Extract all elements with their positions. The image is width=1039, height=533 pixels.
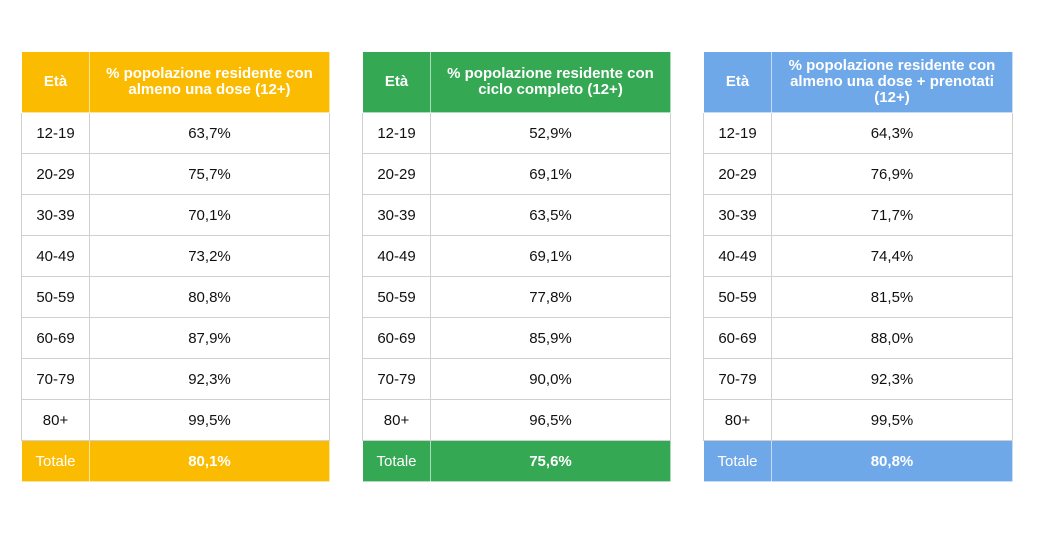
cell-age: 80+ [21, 399, 90, 441]
cell-value: 80,8% [89, 276, 330, 318]
cell-age: 30-39 [21, 194, 90, 236]
cell-age: 80+ [703, 399, 772, 441]
table-row: 30-39 71,7% [703, 194, 1013, 236]
cell-value: 90,0% [430, 358, 671, 400]
cell-value: 88,0% [771, 317, 1013, 359]
cell-age: 40-49 [362, 235, 431, 277]
table-total-row: Totale 75,6% [362, 440, 671, 482]
cell-age: 70-79 [362, 358, 431, 400]
cell-value: 76,9% [771, 153, 1013, 195]
total-label: Totale [21, 440, 90, 482]
total-value: 75,6% [430, 440, 671, 482]
cell-age: 30-39 [703, 194, 772, 236]
cell-age: 12-19 [703, 112, 772, 154]
table-row: 20-29 76,9% [703, 153, 1013, 195]
cell-age: 20-29 [362, 153, 431, 195]
table-row: 20-29 75,7% [21, 153, 330, 195]
cell-value: 64,3% [771, 112, 1013, 154]
cell-age: 60-69 [703, 317, 772, 359]
table-complete-cycle: Età % popolazione residente con ciclo co… [362, 51, 671, 482]
table-first-dose-plus-booked: Età % popolazione residente con almeno u… [703, 51, 1013, 482]
table-row: 50-59 80,8% [21, 276, 330, 318]
cell-age: 30-39 [362, 194, 431, 236]
cell-age: 40-49 [703, 235, 772, 277]
table-row: 40-49 73,2% [21, 235, 330, 277]
cell-age: 20-29 [703, 153, 772, 195]
cell-value: 63,7% [89, 112, 330, 154]
header-age: Età [362, 51, 431, 113]
cell-age: 50-59 [362, 276, 431, 318]
total-label: Totale [703, 440, 772, 482]
cell-value: 69,1% [430, 153, 671, 195]
cell-value: 99,5% [89, 399, 330, 441]
cell-age: 60-69 [21, 317, 90, 359]
table-row: 40-49 74,4% [703, 235, 1013, 277]
cell-age: 12-19 [362, 112, 431, 154]
table-row: 80+ 99,5% [703, 399, 1013, 441]
cell-value: 92,3% [89, 358, 330, 400]
table-first-dose: Età % popolazione residente con almeno u… [21, 51, 330, 482]
table-row: 70-79 92,3% [703, 358, 1013, 400]
table-row: 80+ 96,5% [362, 399, 671, 441]
cell-value: 69,1% [430, 235, 671, 277]
cell-value: 99,5% [771, 399, 1013, 441]
total-value: 80,8% [771, 440, 1013, 482]
table-row: 30-39 63,5% [362, 194, 671, 236]
cell-value: 85,9% [430, 317, 671, 359]
header-age: Età [21, 51, 90, 113]
cell-age: 40-49 [21, 235, 90, 277]
cell-age: 60-69 [362, 317, 431, 359]
cell-value: 73,2% [89, 235, 330, 277]
header-value: % popolazione residente con almeno una d… [89, 51, 330, 113]
table-total-row: Totale 80,1% [21, 440, 330, 482]
cell-age: 80+ [362, 399, 431, 441]
cell-age: 20-29 [21, 153, 90, 195]
header-value: % popolazione residente con ciclo comple… [430, 51, 671, 113]
table-row: 12-19 63,7% [21, 112, 330, 154]
table-row: 12-19 52,9% [362, 112, 671, 154]
cell-age: 50-59 [703, 276, 772, 318]
cell-value: 63,5% [430, 194, 671, 236]
total-value: 80,1% [89, 440, 330, 482]
total-label: Totale [362, 440, 431, 482]
cell-value: 96,5% [430, 399, 671, 441]
cell-age: 50-59 [21, 276, 90, 318]
cell-value: 81,5% [771, 276, 1013, 318]
cell-value: 70,1% [89, 194, 330, 236]
table-row: 70-79 90,0% [362, 358, 671, 400]
cell-value: 52,9% [430, 112, 671, 154]
table-row: 80+ 99,5% [21, 399, 330, 441]
cell-value: 75,7% [89, 153, 330, 195]
table-row: 50-59 77,8% [362, 276, 671, 318]
cell-age: 70-79 [21, 358, 90, 400]
table-row: 50-59 81,5% [703, 276, 1013, 318]
table-row: 60-69 88,0% [703, 317, 1013, 359]
cell-value: 92,3% [771, 358, 1013, 400]
table-row: 60-69 87,9% [21, 317, 330, 359]
cell-age: 12-19 [21, 112, 90, 154]
cell-value: 71,7% [771, 194, 1013, 236]
table-row: 60-69 85,9% [362, 317, 671, 359]
table-header-row: Età % popolazione residente con ciclo co… [362, 51, 671, 113]
cell-age: 70-79 [703, 358, 772, 400]
table-row: 12-19 64,3% [703, 112, 1013, 154]
cell-value: 74,4% [771, 235, 1013, 277]
header-age: Età [703, 51, 772, 113]
table-row: 20-29 69,1% [362, 153, 671, 195]
cell-value: 77,8% [430, 276, 671, 318]
table-header-row: Età % popolazione residente con almeno u… [703, 51, 1013, 113]
header-value: % popolazione residente con almeno una d… [771, 51, 1013, 113]
table-row: 40-49 69,1% [362, 235, 671, 277]
table-row: 70-79 92,3% [21, 358, 330, 400]
table-total-row: Totale 80,8% [703, 440, 1013, 482]
table-row: 30-39 70,1% [21, 194, 330, 236]
table-header-row: Età % popolazione residente con almeno u… [21, 51, 330, 113]
cell-value: 87,9% [89, 317, 330, 359]
